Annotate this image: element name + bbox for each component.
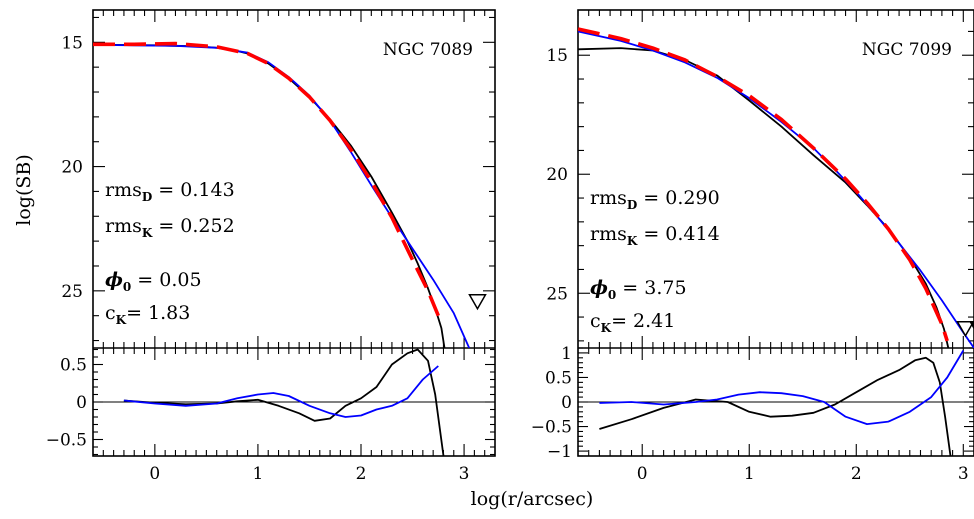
x-tick-label: 1 bbox=[744, 464, 755, 484]
y-axis-title: log(SB) bbox=[13, 154, 35, 225]
x-tick-label: 0 bbox=[149, 464, 160, 484]
resid-series-group bbox=[599, 350, 965, 456]
y-tick-label: 20 bbox=[61, 158, 83, 178]
phi0-annotation: ϕ0 = 3.75 bbox=[590, 277, 687, 302]
resid-y-tick-label: 0.5 bbox=[545, 368, 572, 388]
x-tick-label: 1 bbox=[253, 464, 264, 484]
resid-y-tick-label: 0 bbox=[561, 393, 572, 413]
open-triangle-marker bbox=[468, 294, 487, 311]
ck-annotation: cK= 1.83 bbox=[105, 302, 190, 327]
y-tick-label: 25 bbox=[61, 282, 83, 302]
panel-ngc7099: 0 1 2 3 15 20 25 1 0.5 0 −0.5 −1 NGC 7099 rmsD = 0.29… bbox=[531, 9, 974, 484]
king-residual-curve bbox=[123, 348, 445, 456]
resid-series-group bbox=[123, 348, 445, 456]
y-tick-label: 15 bbox=[546, 46, 568, 66]
cluster-name: NGC 7099 bbox=[862, 40, 952, 60]
x-tick-label: 0 bbox=[637, 464, 648, 484]
resid-y-tick-label: −1 bbox=[547, 442, 572, 462]
resid-y-tick-label: 0 bbox=[76, 393, 87, 413]
x-tick-label: 2 bbox=[356, 464, 367, 484]
data-profile-dashed bbox=[93, 41, 440, 317]
panel-ngc7089: 0 1 2 3 15 20 25 0.5 0 −0.5 NGC 7089 rmsD = 0.143 rm… bbox=[46, 9, 496, 484]
x-tick-label: 3 bbox=[958, 464, 969, 484]
main-series-group bbox=[578, 27, 974, 348]
rms-d-annotation: rmsD = 0.290 bbox=[590, 187, 720, 212]
plot-frame bbox=[92, 9, 496, 457]
x-axis-title: log(r/arcsec) bbox=[471, 488, 594, 510]
x-tick-label: 2 bbox=[851, 464, 862, 484]
data-profile-dashed bbox=[578, 27, 949, 342]
power-law-residual-curve bbox=[123, 365, 439, 418]
cluster-name: NGC 7089 bbox=[383, 40, 473, 60]
resid-y-tick-label: −0.5 bbox=[46, 431, 87, 451]
resid-y-tick-label: −0.5 bbox=[531, 418, 572, 438]
filled-triangle-marker bbox=[968, 321, 974, 330]
rms-k-annotation: rmsK = 0.414 bbox=[590, 223, 720, 248]
power-law-residual-curve bbox=[599, 350, 965, 426]
resid-y-tick-label: 1 bbox=[561, 344, 572, 364]
main-series-group bbox=[93, 41, 471, 348]
phi0-annotation: ϕ0 = 0.05 bbox=[105, 269, 202, 294]
plot-frame bbox=[577, 9, 974, 457]
ck-annotation: cK= 2.41 bbox=[590, 310, 675, 335]
y-tick-label: 25 bbox=[546, 284, 568, 304]
y-tick-label: 15 bbox=[61, 33, 83, 53]
rms-d-annotation: rmsD = 0.143 bbox=[105, 179, 235, 204]
resid-y-tick-label: 0.5 bbox=[60, 356, 87, 376]
rms-k-annotation: rmsK = 0.252 bbox=[105, 215, 235, 240]
king-residual-curve bbox=[599, 356, 952, 456]
open-triangle-marker bbox=[956, 321, 974, 338]
y-tick-label: 20 bbox=[546, 165, 568, 185]
x-tick-label: 3 bbox=[459, 464, 470, 484]
